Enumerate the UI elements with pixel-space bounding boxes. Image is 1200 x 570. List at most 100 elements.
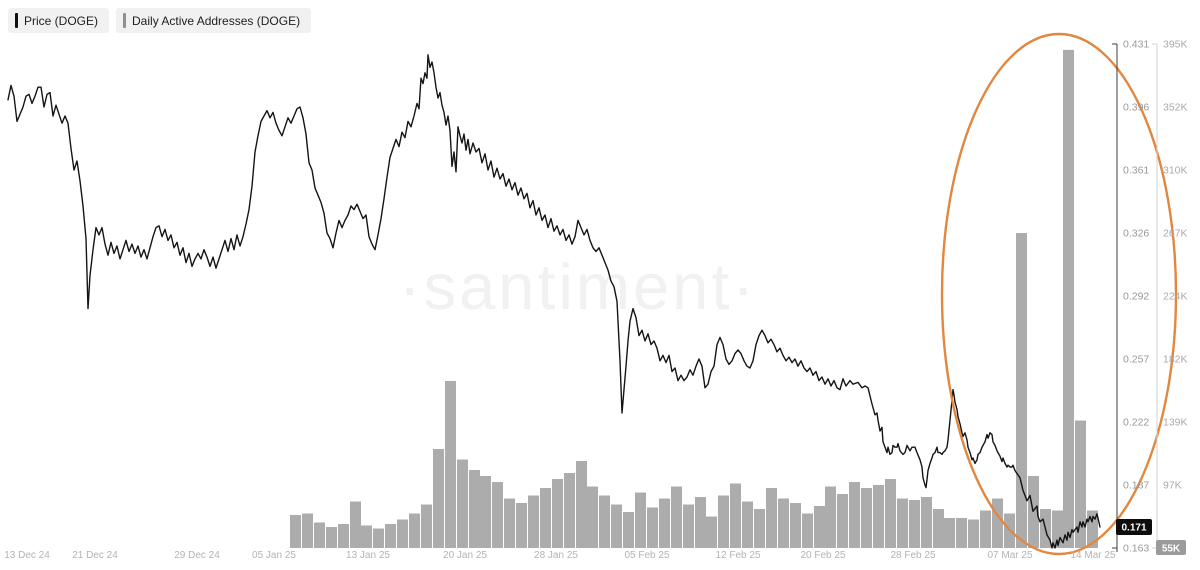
santiment-watermark: ·santiment· — [399, 250, 757, 323]
price-axis-tick-label: 0.396 — [1123, 102, 1149, 114]
daa-bar — [528, 495, 539, 548]
daa-bar — [980, 510, 991, 548]
price-axis-tick-label: 0.222 — [1123, 417, 1149, 429]
date-tick-label: 13 Dec 24 — [4, 550, 50, 561]
daa-value-badge — [1156, 540, 1186, 555]
price-axis-tick-label: 0.187 — [1123, 480, 1149, 492]
daa-bar — [338, 524, 349, 548]
daa-bar — [421, 504, 432, 548]
daa-bar — [469, 470, 480, 548]
daa-bar — [956, 518, 967, 548]
price-value-badge-text: 0.171 — [1121, 523, 1146, 534]
price-axis-tick-label: 0.431 — [1123, 39, 1149, 51]
daa-axis-tick-label: 395K — [1163, 39, 1188, 51]
daa-bar — [1063, 49, 1074, 548]
daa-bar — [1028, 476, 1039, 548]
daa-bar — [1087, 510, 1098, 548]
daa-bar — [1016, 233, 1027, 548]
daa-bar — [552, 479, 563, 548]
daa-bar — [361, 525, 372, 548]
daa-bar — [695, 497, 706, 548]
daa-bar — [350, 501, 361, 548]
daa-bar — [599, 495, 610, 548]
daa-bar — [778, 498, 789, 548]
daa-bar — [611, 504, 622, 548]
daa-axis-tick-label: 182K — [1163, 354, 1188, 366]
daa-bar — [849, 482, 860, 548]
daa-bar — [1052, 510, 1063, 548]
date-tick-label: 05 Jan 25 — [252, 550, 296, 561]
daa-bar — [706, 516, 717, 548]
daa-bar — [623, 512, 634, 548]
daa-bar — [302, 513, 313, 548]
daa-bar — [742, 501, 753, 548]
daa-bar — [825, 486, 836, 548]
date-tick-label: 12 Feb 25 — [715, 550, 760, 561]
daa-bar — [385, 524, 396, 548]
daa-bar — [397, 519, 408, 548]
daa-bar — [909, 500, 920, 548]
date-tick-label: 07 Mar 25 — [987, 550, 1032, 561]
price-value-badge — [1116, 519, 1152, 535]
daa-bar — [647, 507, 658, 548]
daa-value-badge-text: 55K — [1162, 544, 1181, 555]
daa-bar — [516, 503, 527, 548]
daa-axis-tick-label: 310K — [1163, 165, 1188, 177]
daa-bar — [314, 522, 325, 548]
daa-bar — [540, 488, 551, 548]
daa-bar — [837, 494, 848, 548]
date-tick-label: 20 Feb 25 — [800, 550, 845, 561]
daa-bar — [683, 504, 694, 548]
daa-axis-tick-label: 352K — [1163, 102, 1188, 114]
daa-bar — [587, 486, 598, 548]
price-axis-tick-label: 0.292 — [1123, 291, 1149, 303]
daa-bar — [790, 503, 801, 548]
annotation-ellipse — [940, 32, 1178, 556]
chart-legend: Price (DOGE) Daily Active Addresses (DOG… — [8, 8, 312, 33]
daa-bar — [635, 492, 646, 548]
legend-price-label: Price (DOGE) — [24, 13, 99, 28]
daa-bar — [492, 482, 503, 548]
date-tick-label: 14 Mar 25 — [1070, 550, 1115, 561]
price-series-color-bar — [15, 13, 18, 28]
daa-bar — [1075, 420, 1086, 548]
daa-bar — [814, 506, 825, 548]
price-axis-tick-label: 0.257 — [1123, 354, 1149, 366]
daa-bar — [944, 518, 955, 548]
price-axis-tick-label: 0.326 — [1123, 228, 1149, 240]
daa-bar — [754, 509, 765, 548]
daa-bar — [718, 495, 729, 548]
daa-axis-tick-label: 139K — [1163, 417, 1188, 429]
date-tick-label: 21 Dec 24 — [72, 550, 118, 561]
daa-axis-tick-label: 97K — [1163, 480, 1182, 492]
daa-bar — [290, 515, 301, 548]
daa-bar — [861, 488, 872, 548]
legend-price-toggle[interactable]: Price (DOGE) — [8, 8, 110, 33]
daa-bar — [326, 527, 337, 548]
date-tick-label: 05 Feb 25 — [624, 550, 669, 561]
daa-axis-tick-label: 267K — [1163, 228, 1188, 240]
daa-bar — [457, 459, 468, 548]
legend-daa-label: Daily Active Addresses (DOGE) — [132, 13, 301, 28]
daa-bar — [433, 449, 444, 548]
daa-bar — [576, 461, 587, 548]
daa-bar — [766, 488, 777, 548]
daa-bar — [504, 498, 515, 548]
legend-daa-toggle[interactable]: Daily Active Addresses (DOGE) — [116, 8, 312, 33]
date-tick-label: 29 Dec 24 — [174, 550, 220, 561]
daa-bar — [885, 479, 896, 548]
daa-bar — [409, 513, 420, 548]
daa-bar — [445, 380, 456, 548]
daa-bar — [730, 483, 741, 548]
date-tick-label: 28 Feb 25 — [890, 550, 935, 561]
daa-axis-tick-label: 224K — [1163, 291, 1188, 303]
daa-bar — [671, 486, 682, 548]
price-axis-tick-label: 0.163 — [1123, 543, 1149, 555]
date-tick-label: 13 Jan 25 — [346, 550, 390, 561]
date-tick-label: 20 Jan 25 — [443, 550, 487, 561]
daa-bar — [992, 498, 1003, 548]
date-tick-label: 28 Jan 25 — [534, 550, 578, 561]
daa-bar — [921, 497, 932, 548]
